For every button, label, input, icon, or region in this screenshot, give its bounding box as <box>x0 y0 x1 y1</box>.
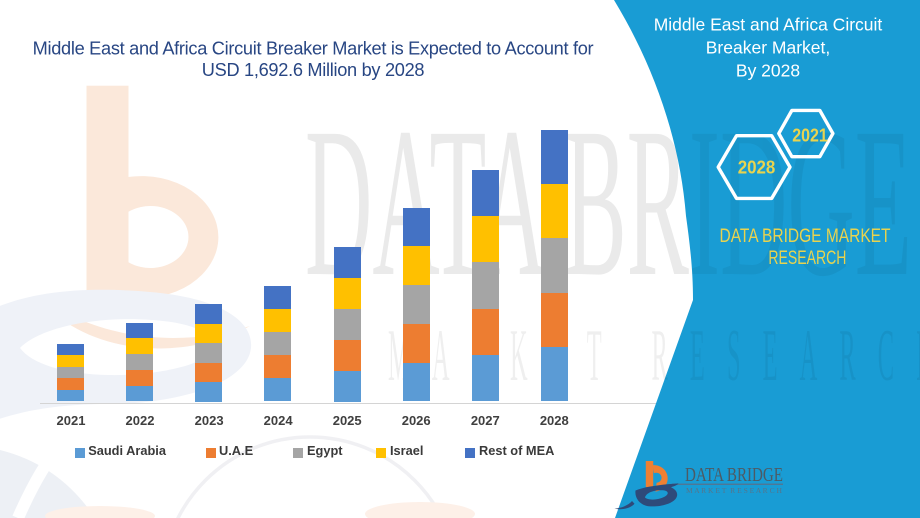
svg-text:MARKET RESEARCH: MARKET RESEARCH <box>388 314 920 396</box>
svg-text:Middle East and Africa Circuit: Middle East and Africa Circuit <box>654 15 883 35</box>
svg-text:Breaker Market,: Breaker Market, <box>706 38 830 58</box>
svg-text:DATA BRIDGE: DATA BRIDGE <box>305 83 912 320</box>
svg-text:RESEARCH: RESEARCH <box>768 248 846 269</box>
svg-text:By 2028: By 2028 <box>736 60 800 80</box>
svg-text:Middle East and Africa Circuit: Middle East and Africa Circuit Breaker M… <box>33 39 594 59</box>
svg-text:2021: 2021 <box>792 126 828 146</box>
svg-text:DATA BRIDGE MARKET: DATA BRIDGE MARKET <box>720 226 891 247</box>
svg-text:M A R K E T R E S E A R C H: M A R K E T R E S E A R C H <box>686 488 782 495</box>
svg-text:USD 1,692.6 Million by 2028: USD 1,692.6 Million by 2028 <box>202 60 425 80</box>
svg-text:DATA BRIDGE: DATA BRIDGE <box>685 465 783 486</box>
svg-text:2028: 2028 <box>738 157 776 178</box>
